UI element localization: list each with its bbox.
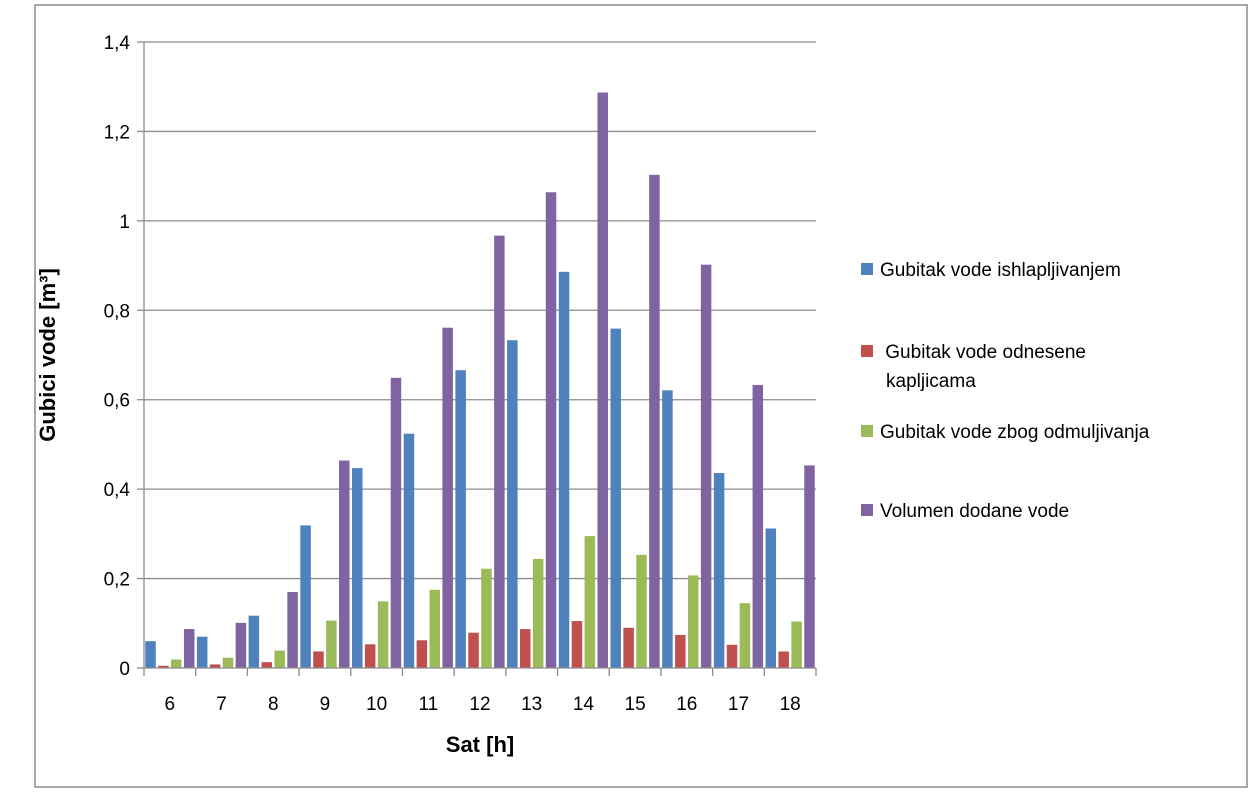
y-tick-labels: 0 0,2 0,4 0,6 0,8 1 1,2 1,4 bbox=[104, 33, 131, 680]
bar bbox=[804, 465, 815, 668]
bar bbox=[584, 536, 596, 668]
legend-swatch bbox=[861, 345, 873, 357]
bar bbox=[300, 525, 311, 668]
bar bbox=[352, 468, 363, 668]
bar bbox=[158, 665, 169, 668]
bar bbox=[183, 629, 195, 668]
legend-entry: Gubitak vode ishlapljivanjem bbox=[861, 260, 1121, 281]
bars bbox=[145, 92, 815, 669]
y-tick-label: 1,2 bbox=[104, 122, 130, 143]
bar bbox=[313, 651, 324, 668]
bar bbox=[248, 615, 260, 668]
bar bbox=[494, 235, 505, 668]
y-axis-title: Gubici vode [m³] bbox=[35, 268, 60, 442]
bar bbox=[235, 622, 247, 668]
bar bbox=[377, 601, 389, 668]
bar bbox=[545, 192, 557, 669]
legend-entry: Gubitak vode zbog odmuljivanja bbox=[861, 422, 1150, 443]
x-axis-title: Sat [h] bbox=[446, 732, 514, 757]
legend-label: kapljicama bbox=[886, 371, 976, 392]
x-tick-label: 6 bbox=[165, 694, 176, 715]
gridlines bbox=[137, 41, 816, 669]
legend-swatch bbox=[861, 263, 873, 275]
y-tick-label: 1,4 bbox=[104, 33, 131, 54]
bar bbox=[481, 568, 492, 668]
bar bbox=[687, 575, 699, 668]
bar bbox=[519, 629, 531, 668]
legend-swatch bbox=[861, 504, 873, 516]
chart-border bbox=[34, 4, 1248, 788]
bar bbox=[623, 627, 634, 668]
x-tick-label: 12 bbox=[469, 694, 490, 715]
bar bbox=[222, 657, 234, 668]
bar bbox=[171, 659, 182, 668]
y-tick-label: 0,6 bbox=[104, 391, 130, 412]
bar bbox=[416, 640, 428, 668]
bar bbox=[339, 460, 350, 668]
y-tick-label: 0,8 bbox=[104, 301, 130, 322]
bar bbox=[287, 591, 298, 668]
x-tick-label: 15 bbox=[625, 694, 646, 715]
bar bbox=[403, 433, 415, 668]
bar bbox=[662, 390, 673, 668]
bar bbox=[610, 328, 621, 668]
legend: Gubitak vode ishlapljivanjem Gubitak vod… bbox=[861, 260, 1150, 522]
x-tick-labels: 6 7 8 9 10 11 12 13 14 15 16 17 18 bbox=[165, 694, 801, 715]
bar bbox=[390, 377, 402, 668]
x-tick-label: 18 bbox=[780, 694, 801, 715]
bar bbox=[675, 634, 686, 668]
x-tick-label: 14 bbox=[573, 694, 595, 715]
bar bbox=[468, 632, 479, 668]
bar bbox=[558, 271, 570, 668]
legend-label: Volumen dodane vode bbox=[880, 501, 1069, 522]
bar bbox=[649, 174, 660, 668]
legend-label: Gubitak vode ishlapljivanjem bbox=[880, 260, 1121, 281]
bar bbox=[455, 370, 466, 668]
bar bbox=[791, 621, 802, 668]
bar bbox=[739, 603, 751, 668]
legend-swatch bbox=[861, 425, 873, 437]
bar bbox=[507, 340, 518, 668]
bar bbox=[429, 589, 441, 668]
bar bbox=[713, 473, 725, 668]
bar bbox=[196, 636, 208, 668]
x-tick-label: 10 bbox=[366, 694, 387, 715]
bar bbox=[532, 558, 544, 668]
bar bbox=[145, 641, 156, 668]
bar bbox=[597, 92, 608, 668]
bar bbox=[726, 644, 738, 668]
x-tick-label: 16 bbox=[676, 694, 697, 715]
bar bbox=[571, 621, 583, 668]
bar bbox=[274, 650, 285, 668]
x-tick-label: 7 bbox=[216, 694, 227, 715]
legend-entry: Volumen dodane vode bbox=[861, 501, 1069, 522]
x-tick-label: 13 bbox=[521, 694, 542, 715]
bar bbox=[636, 554, 647, 668]
bar bbox=[261, 662, 273, 668]
legend-label: Gubitak vode odnesene bbox=[880, 342, 1086, 363]
y-tick-label: 0,2 bbox=[104, 570, 130, 591]
y-tick-label: 0 bbox=[119, 659, 130, 680]
x-tick-label: 17 bbox=[728, 694, 749, 715]
x-tick-label: 8 bbox=[268, 694, 279, 715]
axes bbox=[143, 42, 817, 676]
bar bbox=[700, 264, 712, 668]
bar bbox=[326, 620, 337, 668]
y-tick-label: 1 bbox=[119, 212, 130, 233]
legend-entry: Gubitak vode odnesene kapljicama bbox=[861, 342, 1086, 392]
x-tick-label: 11 bbox=[418, 694, 438, 715]
bar bbox=[364, 644, 376, 668]
bar bbox=[778, 651, 789, 668]
bar bbox=[209, 664, 221, 668]
bar bbox=[442, 327, 453, 668]
legend-label: Gubitak vode zbog odmuljivanja bbox=[880, 422, 1150, 443]
y-tick-label: 0,4 bbox=[104, 480, 131, 501]
bar bbox=[765, 528, 777, 668]
x-tick-label: 9 bbox=[320, 694, 331, 715]
bar bbox=[752, 384, 764, 668]
